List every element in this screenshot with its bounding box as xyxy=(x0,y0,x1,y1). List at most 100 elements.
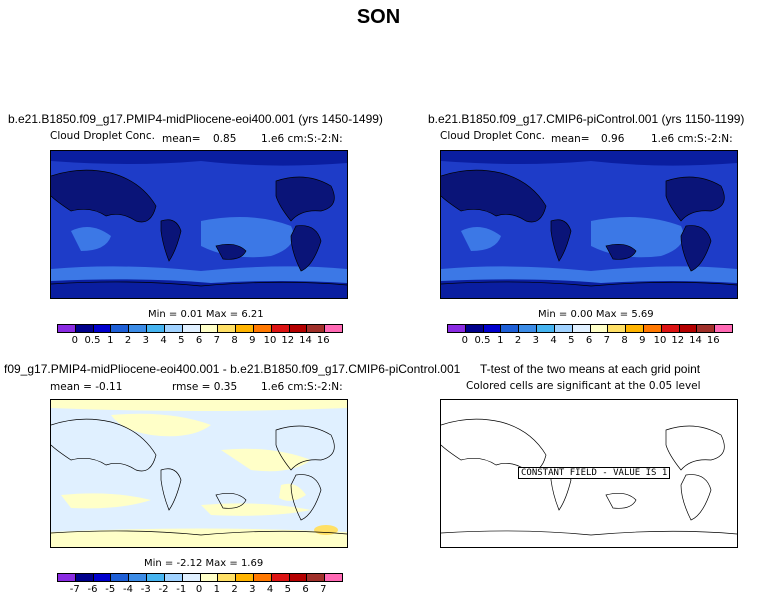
colorbar-swatch xyxy=(147,325,165,332)
mean-value-picontrol: 0.96 xyxy=(601,133,625,145)
colorbar-swatch xyxy=(537,325,555,332)
colorbar-tick-label: 7 xyxy=(213,335,220,346)
colorbar-swatch xyxy=(325,574,342,581)
colorbar-picontrol xyxy=(447,324,733,333)
units-label-pliocene: 1.e6 cm:S:-2:N: xyxy=(261,133,343,145)
colorbar-tick-label: 0.5 xyxy=(474,335,491,346)
minmax-difference: Min = -2.12 Max = 1.69 xyxy=(144,558,264,569)
colorbar-tick-label: 4 xyxy=(550,335,557,346)
colorbar-swatch xyxy=(271,574,290,581)
colorbar-swatch xyxy=(253,574,272,581)
colorbar-swatch xyxy=(697,325,716,332)
colorbar-tick-label: 2 xyxy=(231,584,238,595)
colorbar-swatch xyxy=(501,325,520,332)
constant-field-label: CONSTANT FIELD - VALUE IS 1 xyxy=(518,467,671,479)
colorbar-swatch xyxy=(93,574,112,581)
colorbar-swatch xyxy=(111,574,130,581)
page-title: SON xyxy=(356,6,401,28)
colorbar-tick-label: -6 xyxy=(87,584,98,595)
colorbar-tick-label: 1 xyxy=(213,584,220,595)
colorbar-swatch xyxy=(200,325,219,332)
colorbar-swatch xyxy=(715,325,732,332)
colorbar-swatch xyxy=(626,325,644,332)
map-picontrol xyxy=(440,150,738,299)
colorbar-tick-label: 5 xyxy=(178,335,185,346)
colorbar-swatch xyxy=(200,574,219,581)
colorbar-swatch xyxy=(129,325,148,332)
mean-label-picontrol: mean= xyxy=(551,133,590,145)
colorbar-swatch xyxy=(182,574,201,581)
units-label-difference: 1.e6 cm:S:-2:N: xyxy=(261,381,343,393)
colorbar-swatch xyxy=(236,574,254,581)
colorbar-tick-label: -1 xyxy=(176,584,187,595)
colorbar-tick-label: 0.5 xyxy=(84,335,101,346)
colorbar-swatch xyxy=(465,325,484,332)
colorbar-swatch xyxy=(253,325,272,332)
colorbar-tick-label: 6 xyxy=(195,335,203,346)
colorbar-swatch xyxy=(307,574,326,581)
colorbar-tick-label: 3 xyxy=(142,335,149,346)
colorbar-swatch xyxy=(679,325,698,332)
panel-title-picontrol: b.e21.B1850.f09_g17.CMIP6-piControl.001 … xyxy=(428,112,745,126)
colorbar-swatch xyxy=(218,574,237,581)
colorbar-swatch xyxy=(483,325,502,332)
colorbar-swatch xyxy=(75,574,94,581)
mean-label-difference: mean = -0.11 xyxy=(50,381,123,393)
colorbar-swatch xyxy=(643,325,662,332)
colorbar-tick-label: 3 xyxy=(532,335,539,346)
mean-value-pliocene: 0.85 xyxy=(213,133,237,145)
colorbar-swatch xyxy=(289,574,308,581)
colorbar-tick-label: -7 xyxy=(69,584,80,595)
colorbar-tick-label: 16 xyxy=(316,335,330,346)
colorbar-tick-label: 0 xyxy=(195,584,203,595)
rmse-label-difference: rmse = 0.35 xyxy=(172,381,238,393)
minmax-picontrol: Min = 0.00 Max = 5.69 xyxy=(538,309,654,320)
colorbar-tick-label: 12 xyxy=(281,335,295,346)
colorbar-tick-label: 0 xyxy=(461,335,468,346)
colorbar-tick-label: -5 xyxy=(105,584,116,595)
minmax-pliocene: Min = 0.01 Max = 6.21 xyxy=(148,309,264,320)
colorbar-tick-label: 9 xyxy=(639,335,646,346)
colorbar-tick-label: 14 xyxy=(689,335,702,346)
panel-title-difference: f09_g17.PMIP4-midPliocene-eoi400.001 - b… xyxy=(4,362,461,376)
colorbar-swatch xyxy=(218,325,237,332)
colorbar-swatch xyxy=(289,325,308,332)
panel-title-pliocene: b.e21.B1850.f09_g17.PMIP4-midPliocene-eo… xyxy=(8,112,383,126)
colorbar-tick-label: 0 xyxy=(71,335,78,346)
colorbar-tick-label: 10 xyxy=(263,335,277,346)
colorbar-tick-label: -2 xyxy=(158,584,169,595)
colorbar-tick-label: 7 xyxy=(320,584,327,595)
colorbar-swatch xyxy=(590,325,609,332)
colorbar-tick-label: 5 xyxy=(284,584,291,595)
colorbar-swatch xyxy=(129,574,148,581)
colorbar-tick-label: 3 xyxy=(249,584,256,595)
colorbar-swatch xyxy=(661,325,680,332)
colorbar-tick-label: 14 xyxy=(299,335,312,346)
colorbar-swatch xyxy=(608,325,627,332)
colorbar-tick-label: 12 xyxy=(671,335,685,346)
variable-label-picontrol: Cloud Droplet Conc. xyxy=(440,130,545,142)
colorbar-tick-label: 5 xyxy=(568,335,575,346)
units-label-picontrol: 1.e6 cm:S:-2:N: xyxy=(651,133,733,145)
colorbar-swatch xyxy=(307,325,326,332)
colorbar-swatch xyxy=(519,325,538,332)
map-pliocene xyxy=(50,150,348,299)
colorbar-swatch xyxy=(58,574,76,581)
colorbar-swatch xyxy=(554,325,573,332)
colorbar-tick-label: 6 xyxy=(585,335,593,346)
colorbar-tick-label: 8 xyxy=(621,335,628,346)
colorbar-tick-label: 10 xyxy=(653,335,667,346)
colorbar-swatch xyxy=(164,325,183,332)
colorbar-tick-label: -3 xyxy=(140,584,151,595)
colorbar-swatch xyxy=(93,325,112,332)
colorbar-tick-label: 8 xyxy=(231,335,238,346)
colorbar-swatch xyxy=(58,325,76,332)
mean-label-pliocene: mean= xyxy=(162,133,201,145)
colorbar-swatch xyxy=(75,325,94,332)
panel-title-ttest: T-test of the two means at each grid poi… xyxy=(480,362,701,376)
colorbar-swatch xyxy=(164,574,183,581)
colorbar-swatch xyxy=(111,325,130,332)
colorbar-pliocene xyxy=(57,324,343,333)
colorbar-tick-label: 2 xyxy=(514,335,522,346)
colorbar-swatch xyxy=(182,325,201,332)
